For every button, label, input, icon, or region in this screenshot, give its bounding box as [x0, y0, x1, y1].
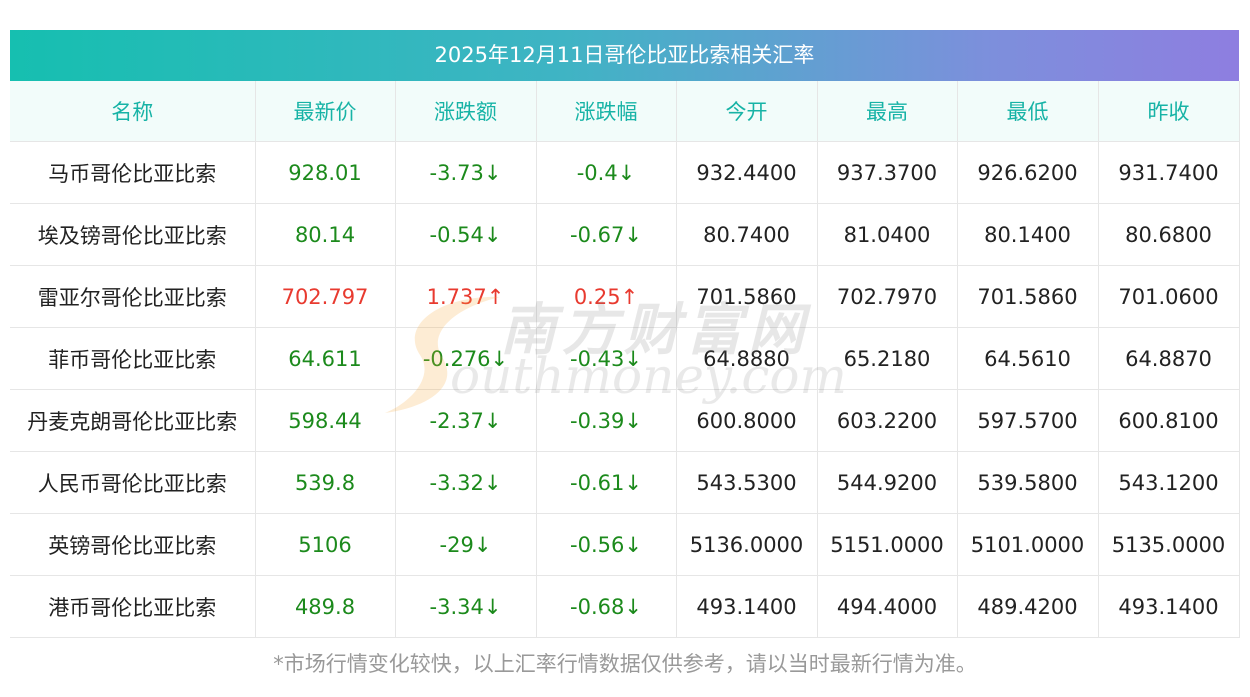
column-header-low: 最低 [957, 81, 1099, 142]
currency-pair-name[interactable]: 人民币哥伦比亚比索 [10, 451, 256, 514]
table-row: 埃及镑哥伦比亚比索 80.14 -0.54↓ -0.67↓ 80.7400 81… [10, 203, 1240, 266]
table-row: 马币哥伦比亚比索 928.01 -3.73↓ -0.4↓ 932.4400 93… [10, 141, 1240, 204]
rates-table: 名称 最新价 涨跌额 涨跌幅 今开 最高 最低 昨收 马币哥伦比亚比索 928.… [10, 81, 1240, 638]
open-price: 600.8000 [676, 389, 818, 452]
currency-pair-name[interactable]: 雷亚尔哥伦比亚比索 [10, 265, 256, 328]
prev-close-price: 493.1400 [1098, 575, 1240, 638]
change-percent: -0.43↓ [536, 327, 677, 390]
currency-pair-name[interactable]: 马币哥伦比亚比索 [10, 141, 256, 204]
prev-close-price: 543.1200 [1098, 451, 1240, 514]
low-price: 5101.0000 [957, 513, 1099, 576]
disclaimer-footnote: *市场行情变化较快，以上汇率行情数据仅供参考，请以当时最新行情为准。 [273, 652, 977, 676]
low-price: 597.5700 [957, 389, 1099, 452]
prev-close-price: 5135.0000 [1098, 513, 1240, 576]
currency-pair-name[interactable]: 丹麦克朗哥伦比亚比索 [10, 389, 256, 452]
table-row: 英镑哥伦比亚比索 5106 -29↓ -0.56↓ 5136.0000 5151… [10, 513, 1240, 576]
currency-pair-name[interactable]: 英镑哥伦比亚比索 [10, 513, 256, 576]
open-price: 932.4400 [676, 141, 818, 204]
latest-price: 489.8 [255, 575, 396, 638]
column-header-open: 今开 [676, 81, 818, 142]
rates-panel: 2025年12月11日哥伦比亚比索相关汇率 名称 最新价 涨跌额 涨跌幅 今开 … [10, 30, 1240, 638]
low-price: 64.5610 [957, 327, 1099, 390]
high-price: 702.7970 [817, 265, 958, 328]
prev-close-price: 80.6800 [1098, 203, 1240, 266]
change-percent: -0.56↓ [536, 513, 677, 576]
change-percent: -0.61↓ [536, 451, 677, 514]
latest-price: 539.8 [255, 451, 396, 514]
low-price: 80.1400 [957, 203, 1099, 266]
prev-close-price: 701.0600 [1098, 265, 1240, 328]
table-header-row: 名称 最新价 涨跌额 涨跌幅 今开 最高 最低 昨收 [10, 81, 1240, 142]
open-price: 701.5860 [676, 265, 818, 328]
table-row: 菲币哥伦比亚比索 64.611 -0.276↓ -0.43↓ 64.8880 6… [10, 327, 1240, 390]
table-row: 丹麦克朗哥伦比亚比索 598.44 -2.37↓ -0.39↓ 600.8000… [10, 389, 1240, 452]
change-percent: 0.25↑ [536, 265, 677, 328]
low-price: 539.5800 [957, 451, 1099, 514]
latest-price: 80.14 [255, 203, 396, 266]
change-percent: -0.39↓ [536, 389, 677, 452]
change-amount: -2.37↓ [395, 389, 537, 452]
change-amount: 1.737↑ [395, 265, 537, 328]
low-price: 926.6200 [957, 141, 1099, 204]
open-price: 80.7400 [676, 203, 818, 266]
currency-pair-name[interactable]: 埃及镑哥伦比亚比索 [10, 203, 256, 266]
change-amount: -0.276↓ [395, 327, 537, 390]
high-price: 81.0400 [817, 203, 958, 266]
change-percent: -0.68↓ [536, 575, 677, 638]
latest-price: 64.611 [255, 327, 396, 390]
high-price: 603.2200 [817, 389, 958, 452]
change-amount: -0.54↓ [395, 203, 537, 266]
high-price: 494.4000 [817, 575, 958, 638]
table-row: 港币哥伦比亚比索 489.8 -3.34↓ -0.68↓ 493.1400 49… [10, 575, 1240, 638]
currency-pair-name[interactable]: 菲币哥伦比亚比索 [10, 327, 256, 390]
column-header-latest: 最新价 [255, 81, 396, 142]
column-header-high: 最高 [817, 81, 958, 142]
change-amount: -3.73↓ [395, 141, 537, 204]
open-price: 493.1400 [676, 575, 818, 638]
prev-close-price: 931.7400 [1098, 141, 1240, 204]
currency-pair-name[interactable]: 港币哥伦比亚比索 [10, 575, 256, 638]
table-title: 2025年12月11日哥伦比亚比索相关汇率 [10, 30, 1239, 81]
latest-price: 598.44 [255, 389, 396, 452]
column-header-name: 名称 [10, 81, 256, 142]
open-price: 543.5300 [676, 451, 818, 514]
change-amount: -3.32↓ [395, 451, 537, 514]
change-amount: -29↓ [395, 513, 537, 576]
latest-price: 928.01 [255, 141, 396, 204]
prev-close-price: 64.8870 [1098, 327, 1240, 390]
column-header-change-pct: 涨跌幅 [536, 81, 677, 142]
column-header-prev-close: 昨收 [1098, 81, 1240, 142]
open-price: 64.8880 [676, 327, 818, 390]
change-percent: -0.4↓ [536, 141, 677, 204]
latest-price: 702.797 [255, 265, 396, 328]
prev-close-price: 600.8100 [1098, 389, 1240, 452]
open-price: 5136.0000 [676, 513, 818, 576]
high-price: 5151.0000 [817, 513, 958, 576]
high-price: 65.2180 [817, 327, 958, 390]
table-row: 人民币哥伦比亚比索 539.8 -3.32↓ -0.61↓ 543.5300 5… [10, 451, 1240, 514]
latest-price: 5106 [255, 513, 396, 576]
change-percent: -0.67↓ [536, 203, 677, 266]
table-row: 雷亚尔哥伦比亚比索 702.797 1.737↑ 0.25↑ 701.5860 … [10, 265, 1240, 328]
change-amount: -3.34↓ [395, 575, 537, 638]
low-price: 489.4200 [957, 575, 1099, 638]
column-header-change: 涨跌额 [395, 81, 537, 142]
low-price: 701.5860 [957, 265, 1099, 328]
high-price: 544.9200 [817, 451, 958, 514]
high-price: 937.3700 [817, 141, 958, 204]
